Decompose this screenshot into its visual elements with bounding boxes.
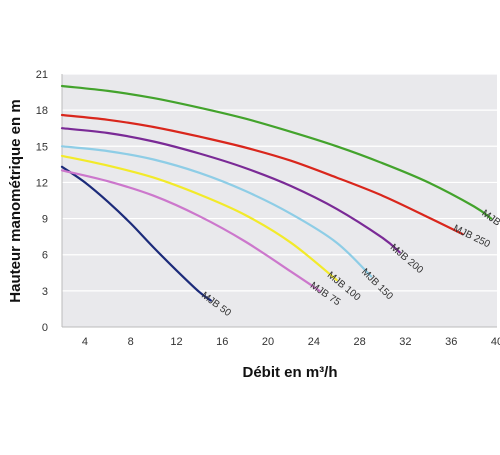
y-tick-label: 6 [42,250,48,262]
series-line-mjb-100 [60,154,338,282]
x-tick-label: 20 [262,336,274,348]
x-tick-label: 40 [491,336,500,348]
tick-labels: 036912151821481216202428323640 [36,69,500,348]
x-tick-label: 4 [82,336,88,348]
x-tick-label: 32 [399,336,411,348]
series-line-mjb-250 [60,113,464,236]
x-tick-label: 24 [308,336,320,348]
series-line-mjb-50 [60,165,212,302]
series-line-mjb-75 [60,169,321,292]
series-line-mjb-300 [60,84,493,220]
y-tick-label: 3 [42,286,48,298]
y-axis-label: Hauteur manométrique en m [7,99,24,302]
y-tick-label: 0 [42,322,48,334]
plot-background [62,74,497,327]
y-tick-label: 15 [36,141,48,153]
x-tick-label: 28 [354,336,366,348]
y-tick-label: 21 [36,69,48,81]
x-tick-label: 12 [170,336,182,348]
x-tick-label: 16 [216,336,228,348]
x-tick-label: 36 [445,336,457,348]
y-tick-label: 18 [36,105,48,117]
series-line-mjb-150 [60,145,373,278]
x-axis-label: Débit en m³/h [242,364,337,381]
series-lines [60,84,493,302]
series-line-mjb-200 [60,127,401,254]
y-tick-label: 12 [36,177,48,189]
y-tick-label: 9 [42,214,48,226]
x-tick-label: 8 [128,336,134,348]
gridlines [61,73,497,328]
